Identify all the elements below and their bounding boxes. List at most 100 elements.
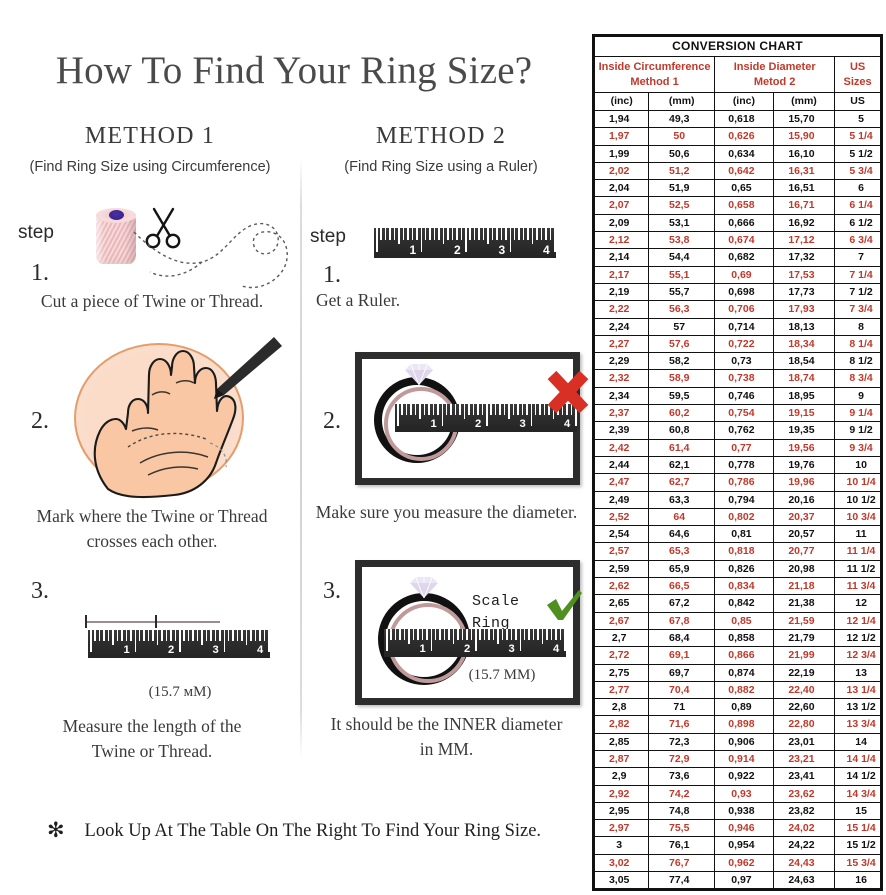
table-cell: 13 1/2 [834,698,881,717]
table-cell: 62,7 [648,473,716,492]
table-cell: 58,9 [648,369,716,388]
ruler-tick [405,404,408,416]
table-cell: 0,826 [714,559,774,579]
green-check-icon [547,590,582,620]
ruler-tick [201,630,203,645]
ruler-tick [472,404,475,416]
ruler-tick [417,629,419,641]
ruler-tick [450,404,452,416]
ruler-label: 2 [464,642,471,655]
table-cell: 2,42 [593,438,650,457]
table-row: 2,9 73,6 0,922 23,41 14 1/2 [593,767,881,786]
table-cell: 14 1/4 [834,749,881,769]
table-cell: 2,59 [593,559,650,579]
ruler-tick [555,629,557,641]
table-row: 3,02 76,7 0,962 24,43 15 3/4 [593,853,881,873]
table-row: 2,02 51,2 0,642 16,31 5 3/4 [593,161,881,181]
ruler-tick [437,404,439,416]
table-cell: 0,69 [714,265,774,284]
ruler-tick [414,404,417,416]
method-1-title: METHOD 1 [84,123,216,149]
ruler-tick [521,404,524,416]
table-cell: 0,626 [714,127,774,146]
table-row: 1,99 50,6 0,634 16,10 5 1/2 [593,144,881,163]
footnote: ✻ Look Up At The Table On The Right To Fi… [0,818,588,843]
ruler-tick [419,404,421,419]
column-header: (inc) [714,92,774,111]
red-x-icon [547,370,589,414]
ruler-tick [481,404,484,416]
table-cell: 2,44 [593,455,650,475]
table-cell: 2,7 [593,628,650,648]
table-cell: 24,43 [772,853,836,873]
table-cell: 72,3 [648,732,716,751]
table-cell: 0,746 [714,386,774,406]
ruler-tick [263,630,266,642]
ruler-tick [170,630,172,642]
m1-step-2-number: 2. [31,408,49,434]
hand-shape [93,349,237,499]
table-cell: 17,73 [772,282,836,302]
table-row: 2,47 62,7 0,786 19,96 10 1/4 [593,473,881,492]
ruler-tick [541,629,544,644]
table-row: 2,14 54,4 0,682 17,32 7 [593,248,881,267]
ruler-tick [386,629,388,652]
table-row: 2,09 53,1 0,666 16,92 6 1/2 [593,213,881,233]
ruler-tick [402,228,405,240]
table-cell: 15 1/4 [834,819,881,838]
table-cell: 55,1 [648,265,716,284]
table-cell: 16,71 [772,196,836,215]
table-row: 2,67 67,8 0,85 21,59 12 1/4 [593,611,881,630]
ruler-tick [125,630,128,642]
ruler-label: 4 [553,642,560,655]
ruler-tick [412,629,415,641]
table-cell: 67,2 [648,594,716,613]
table-cell: 58,2 [648,352,716,371]
table-cell: 2,75 [593,663,650,682]
m1-step-word: step [18,222,54,243]
table-cell: 2,47 [593,473,650,492]
table-cell: 0,65 [714,179,774,198]
thread-end-mark [155,615,157,628]
ruler-tick [545,228,547,240]
ruler-tick [509,228,511,252]
table-cell: 60,2 [648,404,716,423]
table-cell: 18,95 [772,386,836,406]
ruler-tick [483,629,486,641]
ruler-tick [227,630,230,642]
table-cell: 0,762 [714,421,774,440]
table-cell: 64 [648,507,716,527]
table-group-header-row: Inside Circumference Method 1 Inside Diame… [593,56,881,93]
ruler-tick [528,629,530,641]
m1-step-1-caption: Cut a piece of Twine or Thread. [40,291,264,311]
ruler-tick [575,404,577,427]
ruler-tick [399,629,401,641]
m1-step-1-number: 1. [31,260,49,286]
table-cell: 65,3 [648,542,716,561]
twine-spool-icon [96,208,136,266]
m1-step-3-caption: Measure the length of the Twine or Threa… [62,716,242,761]
ruler-tick [530,404,532,427]
table-cell: 16 [834,871,881,890]
ruler-tick [138,630,141,642]
instructions-panel: How To Find Your Ring Size? METHOD 1 (Fi… [0,49,589,843]
ruler-tick [432,404,435,416]
table-cell: 49,3 [648,109,716,129]
ruler-tick [250,630,252,642]
ruler-tick [442,228,445,244]
table-cell: 0,738 [714,369,774,388]
table-cell: 0,698 [714,282,774,302]
ruler-label: 4 [564,417,571,430]
ruler-tick [397,404,399,427]
table-cell: 19,15 [772,404,836,423]
measured-thread-line [85,621,220,623]
column-header: US [834,92,881,111]
table-cell: 11 [834,525,881,544]
ruler-tick [540,228,543,240]
table-cell: 0,714 [714,317,774,336]
ruler-tick [112,630,114,645]
ruler-tick [512,404,515,416]
table-cell: 51,2 [648,161,716,181]
table-cell: 0,938 [714,801,774,821]
ruler-tick [463,404,466,419]
